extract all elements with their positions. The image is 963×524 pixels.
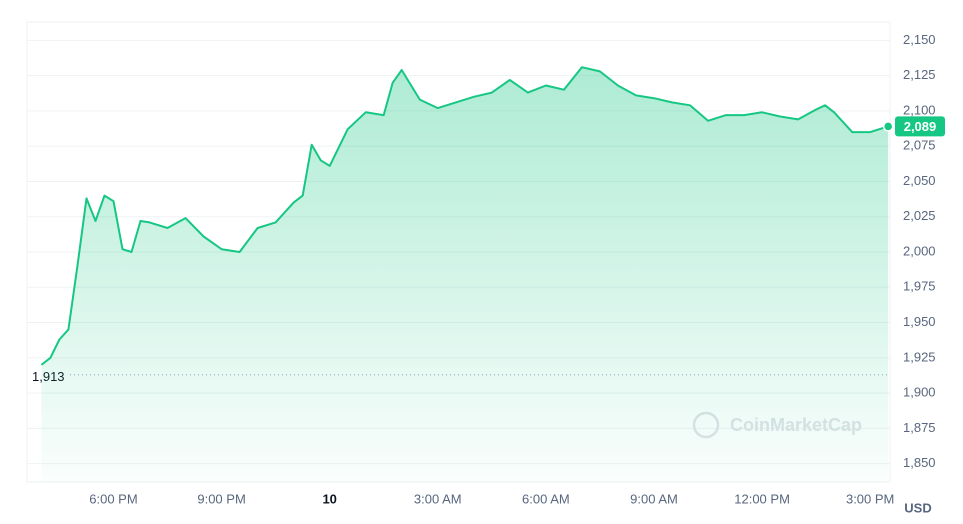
y-tick-label: 1,975 — [903, 279, 936, 294]
x-tick-label: 12:00 PM — [734, 491, 790, 506]
y-tick-label: 1,850 — [903, 455, 936, 470]
y-tick-label: 1,875 — [903, 420, 936, 435]
area — [41, 67, 889, 482]
last-point — [882, 121, 894, 132]
x-tick-label: 10 — [322, 491, 336, 506]
y-tick-label: 1,900 — [903, 385, 936, 400]
current-price-label: 2,089 — [904, 119, 937, 134]
y-tick-label: 2,100 — [903, 102, 936, 117]
y-tick-label: 2,025 — [903, 208, 936, 223]
x-tick-label: 6:00 PM — [89, 491, 137, 506]
y-tick-label: 1,950 — [903, 314, 936, 329]
y-tick-label: 2,000 — [903, 243, 936, 258]
price-line — [40, 66, 889, 366]
x-tick-label: 3:00 AM — [414, 491, 462, 506]
y-tick-label: 1,925 — [903, 349, 936, 364]
x-tick-label: 3:00 PM — [846, 491, 894, 506]
current-price-box — [895, 116, 945, 137]
y-tick-label: 2,075 — [903, 138, 936, 153]
x-tick-label: 9:00 PM — [197, 491, 245, 506]
x-tick-label: 6:00 AM — [522, 491, 570, 506]
y-tick-label: 2,150 — [903, 32, 936, 47]
x-tick-label: 9:00 AM — [630, 491, 678, 506]
y-tick-label: 2,125 — [903, 67, 936, 82]
y-axis-label: USD — [904, 500, 931, 515]
y-tick-label: 2,050 — [903, 173, 936, 188]
